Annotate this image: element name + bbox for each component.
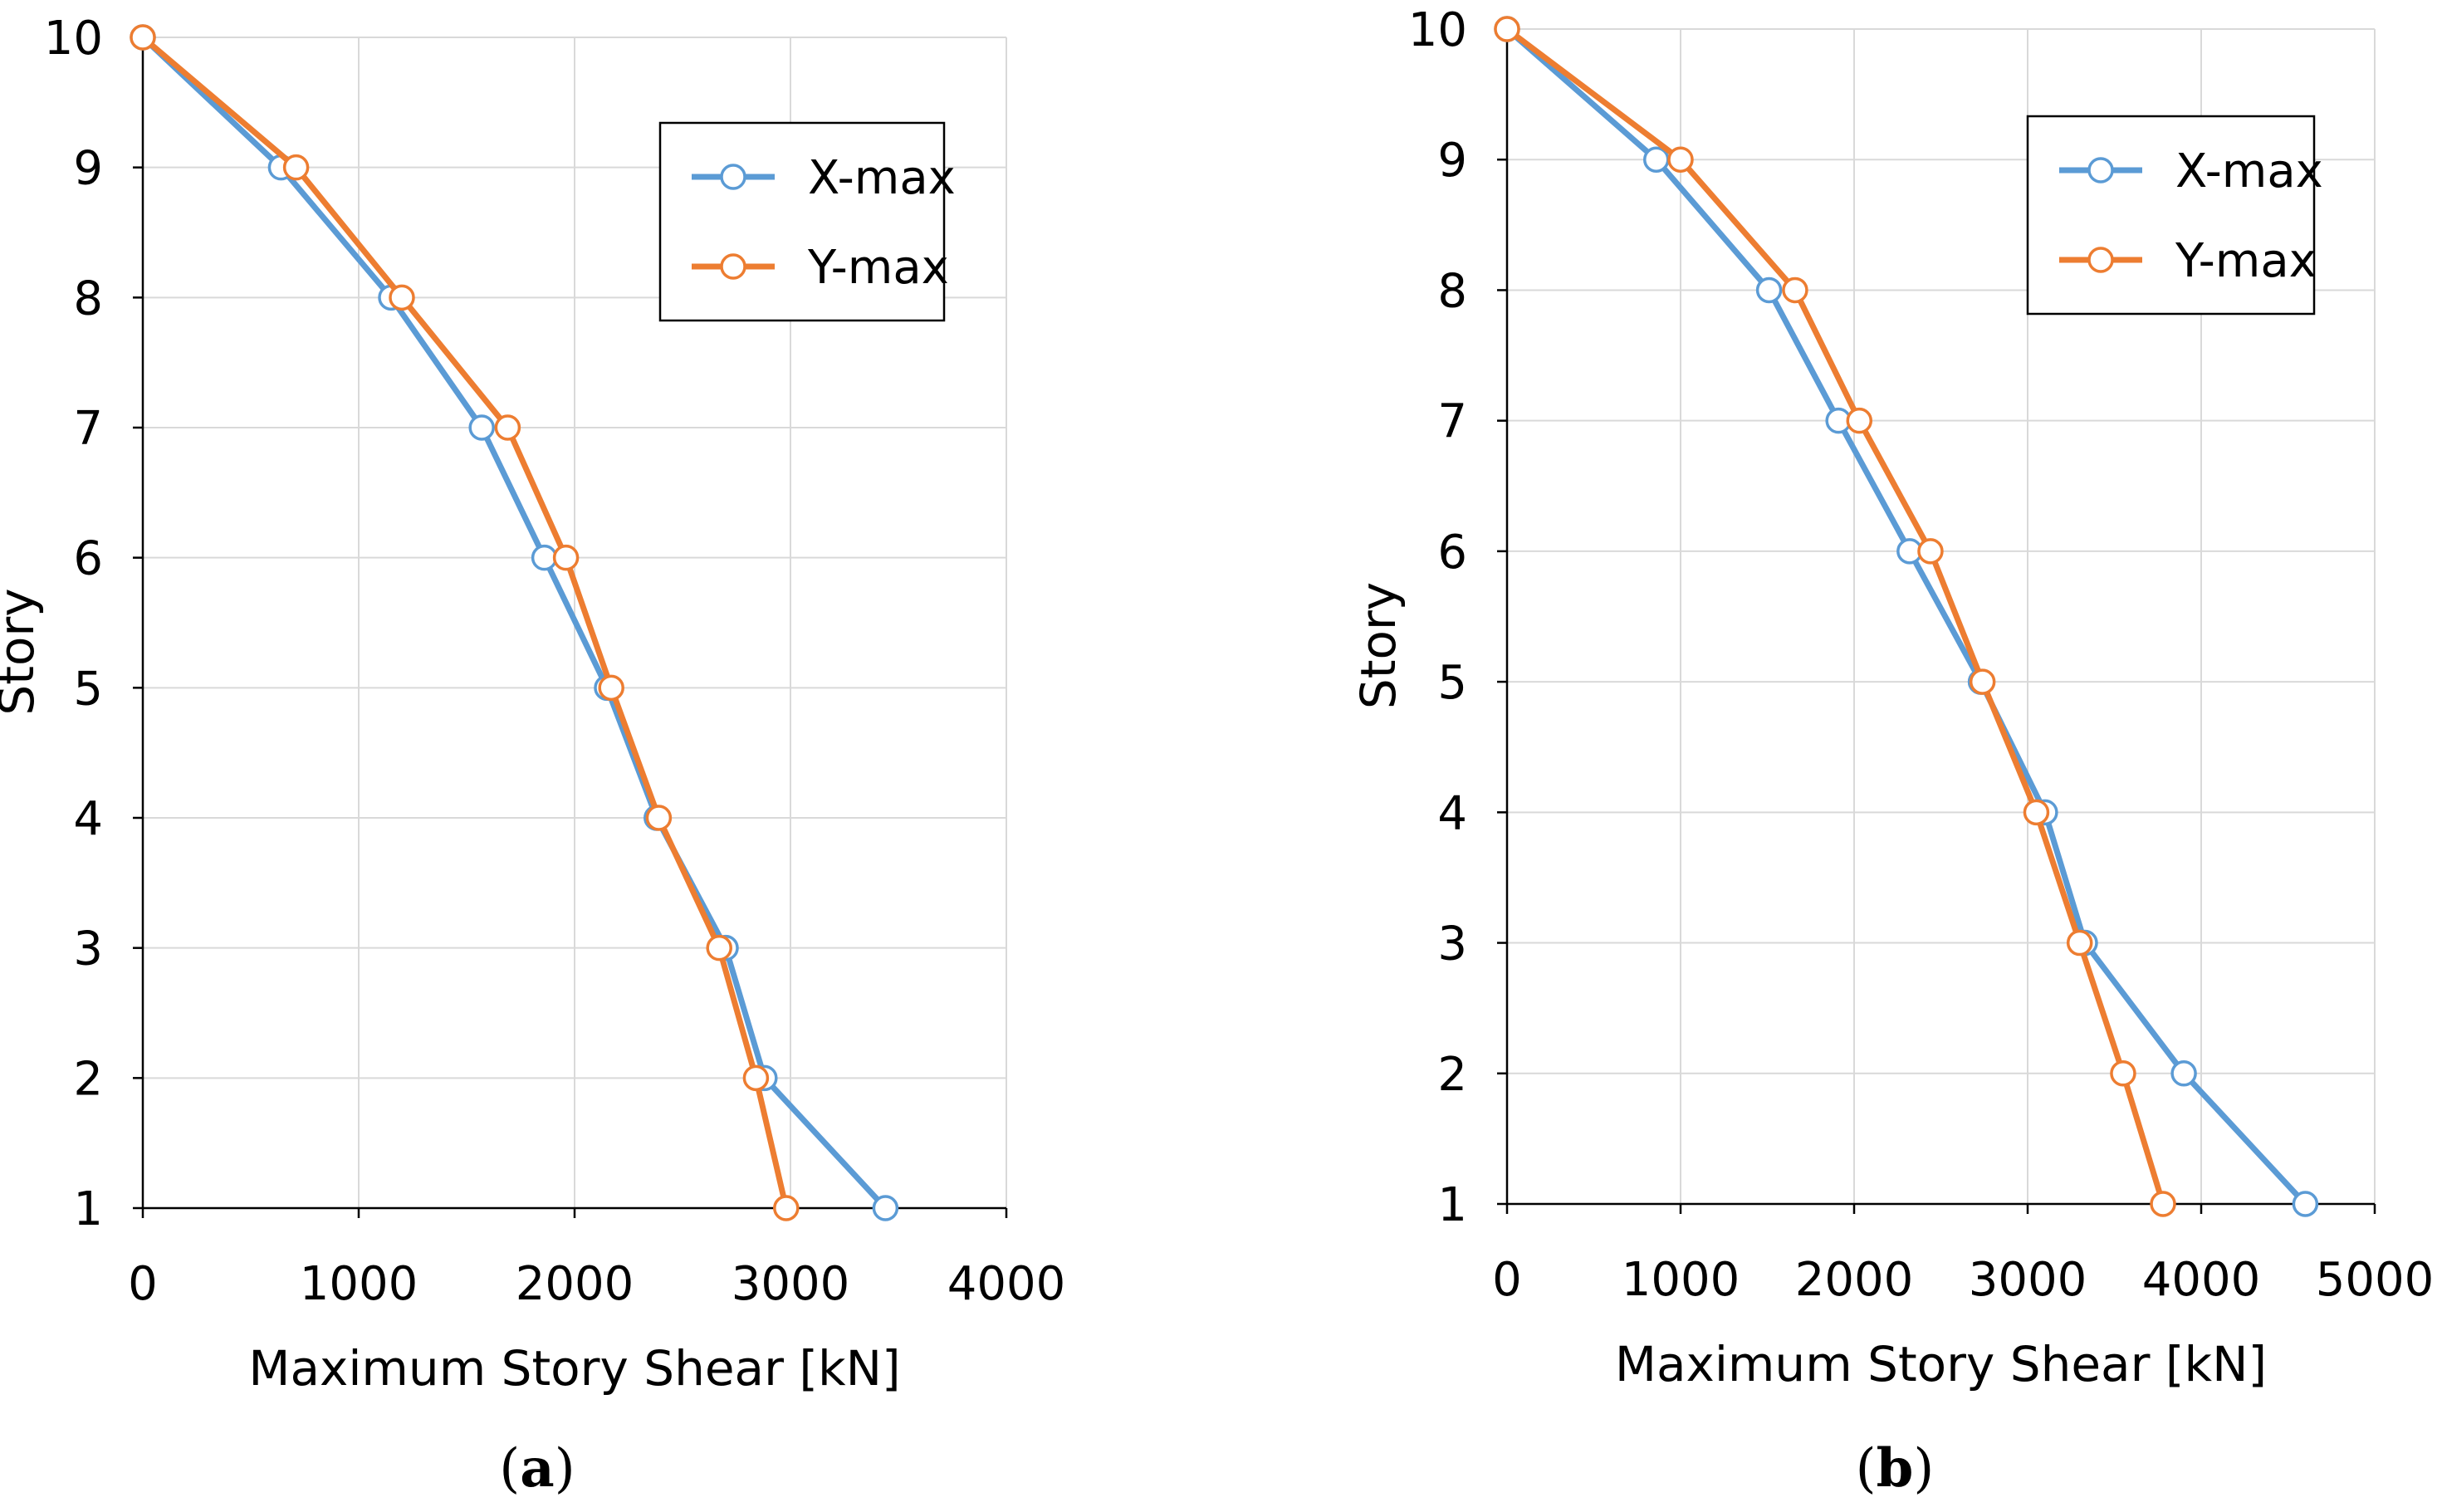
y-tick-label: 5 bbox=[1437, 656, 1467, 710]
legend-label-x-max: X-max bbox=[808, 151, 956, 205]
data-point-y-max bbox=[1667, 146, 1694, 173]
x-tick-label: 3000 bbox=[1969, 1253, 2087, 1307]
data-point-x-max bbox=[531, 544, 558, 571]
x-axis-title: Maximum Story Shear [kN] bbox=[248, 1340, 900, 1397]
data-point-y-max bbox=[773, 1195, 800, 1221]
y-tick-label: 9 bbox=[1437, 134, 1467, 188]
data-point-y-max bbox=[598, 674, 624, 702]
data-point-x-max bbox=[2170, 1060, 2197, 1087]
data-point-y-max bbox=[130, 24, 156, 51]
y-tick-label: 9 bbox=[73, 142, 103, 196]
data-point-y-max bbox=[1494, 16, 1520, 42]
x-tick-label: 2000 bbox=[516, 1257, 634, 1311]
data-point-y-max bbox=[2150, 1191, 2176, 1217]
y-tick-label: 6 bbox=[73, 532, 103, 586]
series-line-x-max bbox=[1505, 27, 2307, 1206]
data-point-y-max bbox=[742, 1064, 770, 1092]
data-point-y-max bbox=[2066, 929, 2093, 957]
legend-marker-x-max bbox=[2087, 157, 2114, 183]
panel-a-caption: (a) bbox=[499, 1437, 575, 1500]
x-tick-label: 2000 bbox=[1795, 1253, 1914, 1307]
y-tick-label: 1 bbox=[73, 1182, 103, 1236]
y-tick-label: 2 bbox=[73, 1052, 103, 1106]
x-tick-label: 4000 bbox=[2142, 1253, 2261, 1307]
x-tick-label: 1000 bbox=[300, 1257, 418, 1311]
series-line-y-max bbox=[140, 35, 790, 1209]
x-tick-label: 0 bbox=[1492, 1253, 1522, 1307]
data-point-y-max bbox=[645, 805, 673, 831]
data-point-y-max bbox=[389, 284, 415, 311]
legend-marker-y-max bbox=[720, 253, 746, 280]
series-line-y-max bbox=[1505, 27, 2166, 1206]
x-tick-label: 4000 bbox=[947, 1257, 1066, 1311]
data-point-y-max bbox=[1782, 276, 1808, 304]
y-tick-label: 2 bbox=[1437, 1048, 1467, 1102]
data-point-y-max bbox=[2110, 1060, 2136, 1087]
data-point-y-max bbox=[1846, 407, 1873, 434]
y-tick-label: 5 bbox=[73, 662, 103, 716]
y-tick-label: 6 bbox=[1437, 526, 1467, 580]
y-tick-label: 7 bbox=[73, 402, 103, 456]
data-point-y-max bbox=[2023, 799, 2050, 826]
y-axis-title: Story bbox=[1350, 582, 1407, 709]
y-tick-label: 1 bbox=[1437, 1178, 1467, 1232]
x-tick-label: 3000 bbox=[732, 1257, 850, 1311]
y-tick-label: 3 bbox=[73, 922, 103, 976]
y-tick-label: 8 bbox=[1437, 264, 1467, 318]
chart-panel-a: 0 1000 2000 3000 4000 1 2 3 4 5 6 7 8 9 10 Maximum Stor… bbox=[0, 12, 1065, 1397]
series-line-x-max bbox=[140, 35, 888, 1211]
y-tick-label: 4 bbox=[1437, 786, 1467, 840]
y-tick-label: 8 bbox=[73, 272, 103, 325]
chart-panel-b: 0 1000 2000 3000 4000 5000 1 2 3 4 5 6 7 8 9 10 Maximum … bbox=[1350, 3, 2434, 1392]
legend-label-y-max: Y-max bbox=[807, 241, 949, 295]
data-point-x-max bbox=[1642, 146, 1670, 173]
y-axis-title: Story bbox=[0, 588, 45, 715]
data-point-y-max bbox=[1969, 668, 1996, 695]
legend-marker-x-max bbox=[720, 164, 746, 190]
y-tick-label: 4 bbox=[73, 792, 103, 846]
data-point-x-max bbox=[872, 1195, 899, 1221]
legend-marker-y-max bbox=[2087, 247, 2114, 273]
x-tick-label: 1000 bbox=[1622, 1253, 1740, 1307]
data-point-y-max bbox=[494, 414, 521, 441]
y-tick-label: 7 bbox=[1437, 395, 1467, 449]
y-tick-label: 10 bbox=[44, 12, 103, 66]
data-point-y-max bbox=[1917, 538, 1944, 565]
y-tick-label: 10 bbox=[1408, 3, 1467, 57]
data-point-y-max bbox=[552, 544, 580, 571]
data-point-y-max bbox=[282, 154, 310, 181]
legend-box bbox=[658, 121, 946, 322]
data-point-x-max bbox=[1755, 276, 1783, 304]
panel-b-caption: (b) bbox=[1856, 1437, 1935, 1500]
legend-label-x-max: X-max bbox=[2175, 144, 2323, 198]
x-tick-label: 0 bbox=[128, 1257, 158, 1311]
y-tick-label: 3 bbox=[1437, 917, 1467, 971]
data-point-x-max bbox=[468, 414, 495, 441]
x-tick-label: 5000 bbox=[2316, 1253, 2435, 1307]
legend-box bbox=[2026, 115, 2316, 316]
data-point-y-max bbox=[706, 934, 732, 962]
data-point-x-max bbox=[2292, 1191, 2319, 1217]
x-axis-title: Maximum Story Shear [kN] bbox=[1615, 1336, 2267, 1392]
legend-label-y-max: Y-max bbox=[2175, 234, 2317, 288]
